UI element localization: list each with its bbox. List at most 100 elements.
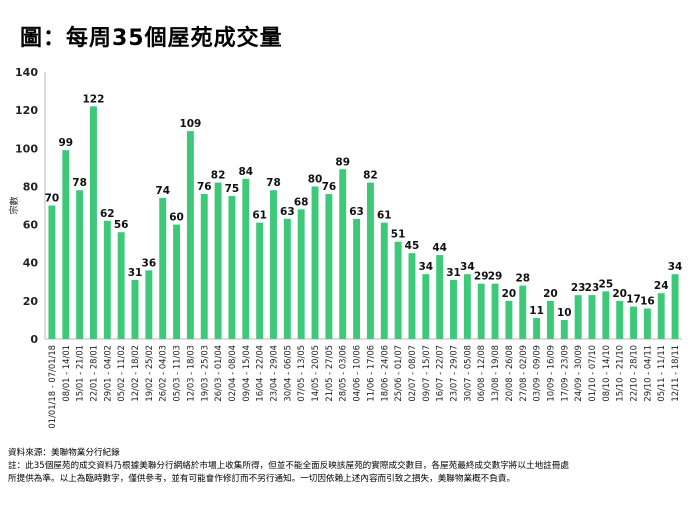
bar xyxy=(214,182,222,339)
x-tick-label: 02/07 - 08/07 xyxy=(407,345,417,402)
bar xyxy=(436,255,444,339)
y-tick-label: 40 xyxy=(23,257,39,270)
x-tick-label: 12/11 - 18/11 xyxy=(670,345,680,402)
bar-value-label: 31 xyxy=(446,267,461,279)
y-tick-label: 80 xyxy=(23,180,39,193)
x-tick-label: 01/10 - 07/10 xyxy=(587,345,597,402)
bar-value-label: 23 xyxy=(571,282,586,294)
bar-value-label: 70 xyxy=(45,193,60,205)
bar-value-label: 23 xyxy=(585,282,600,294)
bar xyxy=(408,253,416,339)
bar xyxy=(145,270,153,339)
y-tick-label: 60 xyxy=(23,219,39,232)
bar-value-label: 61 xyxy=(252,210,267,222)
bar-value-label: 10 xyxy=(557,307,572,319)
bar-value-label: 82 xyxy=(363,170,378,182)
bar-value-label: 34 xyxy=(460,261,475,273)
bar xyxy=(242,178,250,339)
x-tick-label: 22/10 - 28/10 xyxy=(629,345,639,402)
x-tick-label: 13/08 - 19/08 xyxy=(490,345,500,402)
bar xyxy=(200,194,208,339)
x-tick-label: 05/03 - 11/03 xyxy=(172,345,182,402)
bar-value-label: 11 xyxy=(529,305,544,317)
bar-value-label: 75 xyxy=(225,183,240,195)
bar xyxy=(159,197,167,339)
x-tick-label: 10/09 - 16/09 xyxy=(545,345,555,402)
disclaimer-line-2: 所提供為準。以上為臨時數字，僅供參考，並有可能會作修訂而不另行通知。一切因依賴上… xyxy=(8,474,516,484)
x-tick-label: 16/07 - 22/07 xyxy=(435,345,445,402)
bar xyxy=(76,190,84,339)
bar xyxy=(270,190,277,339)
bar xyxy=(283,218,291,339)
bar xyxy=(505,300,513,339)
x-tick-label: 04/06 - 10/06 xyxy=(352,345,362,402)
bar-value-label: 31 xyxy=(128,267,143,279)
x-tick-label: 12/02 - 18/02 xyxy=(130,345,140,402)
x-tick-label: 15/01 - 21/01 xyxy=(75,345,85,402)
page-title: 圖：每周35個屋苑成交量 xyxy=(20,26,283,51)
bar-chart: 0 20 40 60 80 100 120 140 宗數 70 01/01/18 - 07/01/1… xyxy=(8,66,682,429)
bar-value-label: 78 xyxy=(72,177,87,189)
bar xyxy=(630,306,637,339)
x-tick-label: 06/08 - 12/08 xyxy=(476,345,486,402)
footer: 資料來源：美聯物業分行紀錄 註：此35個屋苑的成交資料乃根據美聯分行網絡於市場上… xyxy=(8,447,696,486)
x-tick-label: 19/03 - 25/03 xyxy=(199,345,209,402)
y-tick-label: 140 xyxy=(15,66,38,79)
y-axis-title: 宗數 xyxy=(8,196,20,214)
bar xyxy=(643,308,651,339)
x-tick-label: 11/06 - 17/06 xyxy=(365,345,375,402)
bar-value-label: 76 xyxy=(197,181,212,193)
bar-value-label: 29 xyxy=(474,271,489,283)
bar xyxy=(491,283,499,339)
bar-value-label: 60 xyxy=(169,212,184,224)
bar xyxy=(477,283,485,339)
x-tick-label: 22/01 - 28/01 xyxy=(88,345,98,402)
bar xyxy=(186,131,194,339)
bar xyxy=(560,319,568,339)
x-tick-label: 27/08 - 02/09 xyxy=(518,345,528,402)
bar-value-label: 20 xyxy=(502,288,517,300)
bar xyxy=(533,318,541,339)
x-tick-label: 05/11 - 11/11 xyxy=(656,345,666,402)
bar-value-label: 76 xyxy=(322,181,337,193)
bar-value-label: 44 xyxy=(432,242,447,254)
bar xyxy=(380,222,388,339)
x-tick-label: 19/02 - 25/02 xyxy=(144,345,154,402)
bar xyxy=(62,150,70,339)
bar xyxy=(463,274,471,339)
x-tick-label: 26/02 - 04/03 xyxy=(158,345,168,402)
bar xyxy=(450,279,457,339)
x-tick-label: 02/04 - 08/04 xyxy=(227,345,237,402)
bar xyxy=(422,274,430,339)
x-tick-label: 21/05 - 27/05 xyxy=(324,345,334,402)
bar-value-label: 36 xyxy=(142,257,157,269)
bar xyxy=(394,241,402,339)
bar xyxy=(574,295,582,339)
x-tick-label: 07/05 - 13/05 xyxy=(296,345,306,402)
bar xyxy=(588,295,596,339)
bar-value-label: 28 xyxy=(515,273,530,285)
bar-value-label: 68 xyxy=(294,196,309,208)
bar-value-label: 63 xyxy=(280,206,295,218)
source-note: 資料來源：美聯物業分行紀錄 xyxy=(8,448,120,458)
bar xyxy=(228,195,236,339)
x-tick-label: 05/02 - 11/02 xyxy=(116,345,126,402)
bar-value-label: 20 xyxy=(612,288,627,300)
bar xyxy=(173,224,181,339)
bar-value-label: 80 xyxy=(308,173,323,185)
y-tick-label: 20 xyxy=(23,295,39,308)
bar xyxy=(48,205,56,339)
bar xyxy=(353,218,361,339)
y-tick-label: 100 xyxy=(15,142,38,155)
bar xyxy=(103,220,111,339)
bar-value-label: 62 xyxy=(100,208,115,220)
x-tick-label: 29/10 - 04/11 xyxy=(642,345,652,402)
bar-value-label: 25 xyxy=(599,278,614,290)
x-tick-label: 14/05 - 20/05 xyxy=(310,345,320,402)
bar xyxy=(339,169,347,339)
bar xyxy=(117,232,125,339)
x-tick-label: 23/07 - 29/07 xyxy=(449,345,459,402)
x-tick-label: 17/09 - 23/09 xyxy=(559,345,569,402)
bar-value-label: 45 xyxy=(405,240,420,252)
bar-value-label: 99 xyxy=(58,137,73,149)
